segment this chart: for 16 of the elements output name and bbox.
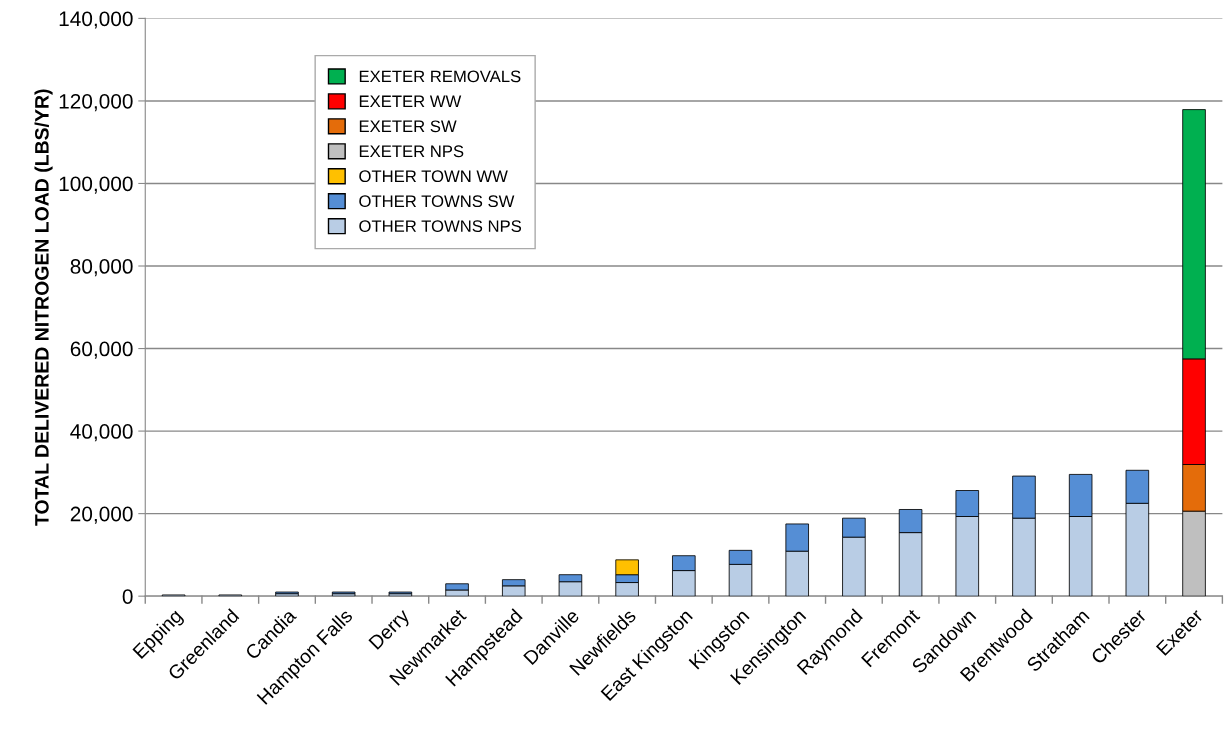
legend-label: EXETER REMOVALS — [359, 70, 521, 83]
legend-label: OTHER TOWNS NPS — [359, 220, 522, 233]
y-axis-title: TOTAL DELIVERED NITROGEN LOAD (LBS/YR) — [34, 89, 53, 526]
y-tick-label: 20,000 — [70, 506, 133, 524]
legend-label: OTHER TOWN WW — [359, 170, 508, 183]
legend-label: EXETER NPS — [359, 145, 464, 158]
y-tick-label: 80,000 — [70, 259, 133, 277]
y-tick-label: 100,000 — [59, 176, 133, 194]
legend-label: OTHER TOWNS SW — [359, 195, 515, 208]
y-tick-label: 140,000 — [59, 11, 133, 29]
legend-label: EXETER SW — [359, 120, 457, 133]
y-tick-label: 60,000 — [70, 341, 133, 359]
y-tick-label: 120,000 — [59, 93, 133, 112]
legend-label: EXETER WW — [359, 95, 462, 108]
y-tick-label: 0 — [122, 589, 133, 604]
y-tick-label: 40,000 — [70, 424, 133, 442]
